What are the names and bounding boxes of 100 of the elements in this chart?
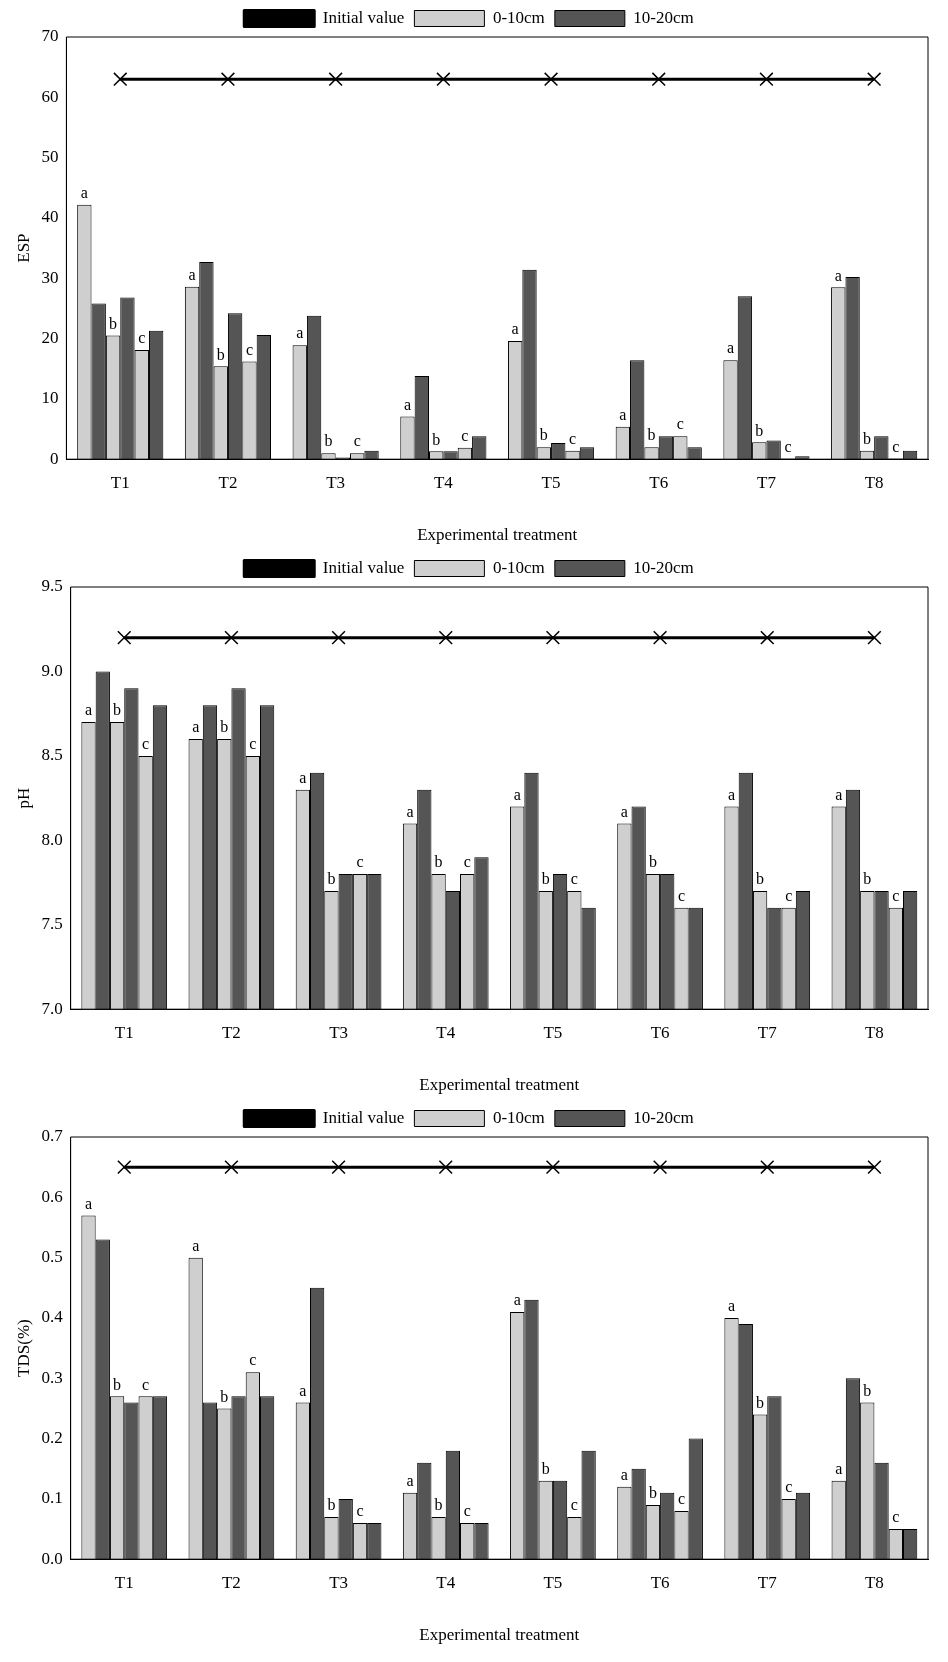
data-label: b <box>647 426 656 444</box>
data-label: a <box>619 405 627 423</box>
x-tick-label: T6 <box>649 472 669 492</box>
x-tick-label: T2 <box>218 472 238 492</box>
data-label: c <box>142 1375 150 1393</box>
data-label: b <box>324 432 333 450</box>
data-label: c <box>138 329 146 347</box>
y-tick-label: 0.2 <box>41 1428 63 1448</box>
x-tick-label: T3 <box>326 472 346 492</box>
x-tick-label: T5 <box>543 1022 563 1042</box>
legend-label: 0-10cm <box>492 1107 545 1127</box>
data-label: a <box>620 802 628 820</box>
data-label: c <box>892 887 900 905</box>
legend-label: 0-10cm <box>492 557 545 577</box>
data-label: c <box>463 1502 471 1520</box>
y-tick-label: 0.0 <box>41 1548 63 1568</box>
data-label: c <box>570 1496 578 1514</box>
data-label: a <box>192 718 200 736</box>
data-label: a <box>620 1466 628 1484</box>
data-label: c <box>677 1490 686 1508</box>
x-axis-title: Experimental treatment <box>419 1075 580 1095</box>
data-label: c <box>892 1508 900 1526</box>
x-tick-label: T3 <box>329 1022 349 1042</box>
data-label: c <box>463 853 471 871</box>
data-label: c <box>245 340 254 358</box>
y-tick-label: 40 <box>41 207 59 227</box>
x-tick-label: T6 <box>650 1022 670 1042</box>
data-label: a <box>192 1236 200 1254</box>
data-label: a <box>727 1297 736 1315</box>
data-label: b <box>220 1387 229 1405</box>
legend-label: Initial value <box>322 557 405 577</box>
x-tick-label: T1 <box>114 1572 134 1592</box>
data-label: a <box>296 324 304 342</box>
data-label: b <box>756 1393 765 1411</box>
data-label: b <box>862 429 871 447</box>
y-tick-label: 0.4 <box>41 1307 64 1327</box>
y-axis-title: ESP <box>13 233 33 263</box>
x-tick-label: T1 <box>114 1022 134 1042</box>
x-tick-label: T7 <box>757 472 777 492</box>
y-tick-label: 0.5 <box>41 1247 63 1267</box>
data-label: c <box>785 887 793 905</box>
y-tick-label: 9.5 <box>41 576 63 596</box>
data-label: b <box>113 1375 122 1393</box>
x-tick-label: T1 <box>110 472 130 492</box>
data-label: b <box>756 870 765 888</box>
data-label: a <box>513 1291 521 1309</box>
data-label: a <box>299 1381 307 1399</box>
legend-label: Initial value <box>322 1107 405 1127</box>
data-label: a <box>299 768 307 786</box>
data-label: a <box>403 395 411 413</box>
data-label: c <box>142 735 150 753</box>
y-tick-label: 60 <box>41 86 59 106</box>
x-tick-label: T5 <box>541 472 561 492</box>
x-tick-label: T7 <box>757 1022 778 1042</box>
y-tick-label: 8.0 <box>41 829 63 849</box>
legend-label: Initial value <box>322 7 405 27</box>
data-label: a <box>406 802 414 820</box>
legend-label: 10-20cm <box>633 7 694 27</box>
data-label: b <box>327 870 336 888</box>
data-label: b <box>539 426 548 444</box>
y-tick-label: 0 <box>49 448 59 468</box>
x-tick-label: T2 <box>221 1572 241 1592</box>
data-label: b <box>113 701 122 719</box>
data-label: b <box>863 1381 872 1399</box>
x-tick-label: T4 <box>436 1572 456 1592</box>
x-tick-label: T8 <box>864 1572 884 1592</box>
data-label: a <box>834 266 842 284</box>
y-tick-label: 0.6 <box>41 1186 63 1206</box>
data-label: c <box>892 437 900 455</box>
x-tick-label: T8 <box>864 1022 884 1042</box>
y-tick-label: 0.3 <box>41 1367 63 1387</box>
x-tick-label: T4 <box>436 1022 456 1042</box>
data-label: c <box>249 735 257 753</box>
data-label: a <box>84 1194 93 1212</box>
x-axis-title: Experimental treatment <box>419 1625 580 1645</box>
y-tick-label: 30 <box>41 267 59 287</box>
data-label: c <box>353 432 361 450</box>
data-label: b <box>327 1496 336 1514</box>
data-label: b <box>434 1496 443 1514</box>
data-label: c <box>356 1502 364 1520</box>
data-label: a <box>80 183 88 201</box>
x-tick-label: T3 <box>329 1572 349 1592</box>
data-label: b <box>434 853 443 871</box>
x-tick-label: T6 <box>650 1572 670 1592</box>
data-label: c <box>677 887 686 905</box>
data-label: c <box>356 853 364 871</box>
y-axis-title: TDS(%) <box>13 1319 33 1377</box>
y-tick-label: 10 <box>41 388 59 408</box>
y-tick-label: 8.5 <box>41 745 63 765</box>
data-label: c <box>784 437 792 455</box>
data-label: a <box>511 320 519 338</box>
legend-label: 0-10cm <box>492 7 545 27</box>
data-label: c <box>570 870 578 888</box>
data-label: a <box>835 785 843 803</box>
legend-label: 10-20cm <box>633 557 694 577</box>
data-label: c <box>676 415 684 433</box>
data-label: b <box>541 1459 550 1477</box>
data-label: b <box>220 718 229 736</box>
data-label: c <box>249 1351 257 1369</box>
x-axis-title: Experimental treatment <box>417 525 578 545</box>
